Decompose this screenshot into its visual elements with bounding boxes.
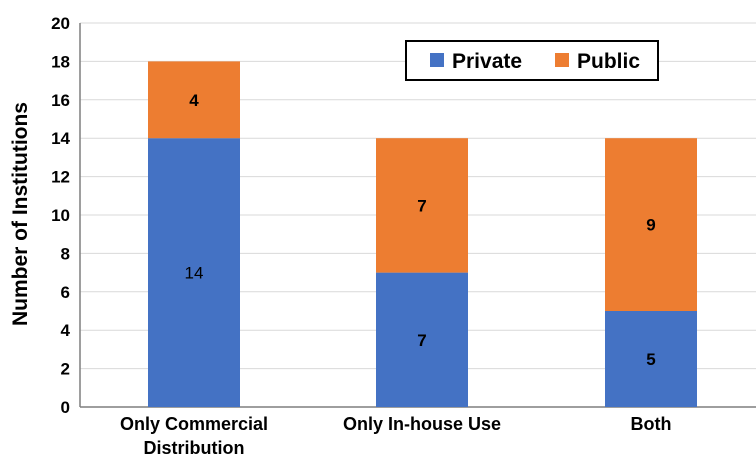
data-label: 4 [189,91,199,110]
bar-segment-private [148,138,240,407]
x-tick-label: Only Commercial Distribution [120,414,268,458]
bar-segment-private [605,311,697,407]
y-tick-label: 16 [51,91,70,110]
x-axis-categories: Only Commercial Distribution Only In-house… [120,414,672,458]
legend-label-public: Public [577,50,640,73]
x-tick-label: Both [631,414,672,434]
y-tick-label: 20 [51,14,70,33]
data-label: 7 [417,196,426,215]
y-tick-label: 8 [61,244,70,263]
legend-box [405,40,659,81]
legend-swatch-private [430,53,444,67]
bar-segment-private [376,272,468,407]
x-tick-label: Only In-house Use [343,414,501,434]
bar-segment-public [376,138,468,273]
bars: 14 4 7 7 5 9 [148,61,697,407]
bar-segment-public [605,138,697,311]
y-tick-label: 18 [51,52,70,71]
y-tick-label: 0 [61,398,70,417]
y-tick-label: 2 [61,360,70,379]
data-label: 7 [417,331,426,350]
data-label: 5 [646,350,655,369]
y-tick-label: 6 [61,283,70,302]
y-axis-label: Number of Institutions [9,102,32,326]
y-tick-label: 4 [61,321,71,340]
y-tick-label: 12 [51,168,70,187]
data-label: 9 [646,216,655,235]
data-label: 14 [185,264,204,283]
y-axis-ticks: 0 2 4 6 8 10 12 14 16 18 20 [51,14,70,417]
legend: Private Public [405,40,659,81]
legend-label-private: Private [452,50,522,73]
y-tick-label: 14 [51,129,70,148]
legend-swatch-public [555,53,569,67]
bar-segment-public [148,61,240,139]
y-tick-label: 10 [51,206,70,225]
